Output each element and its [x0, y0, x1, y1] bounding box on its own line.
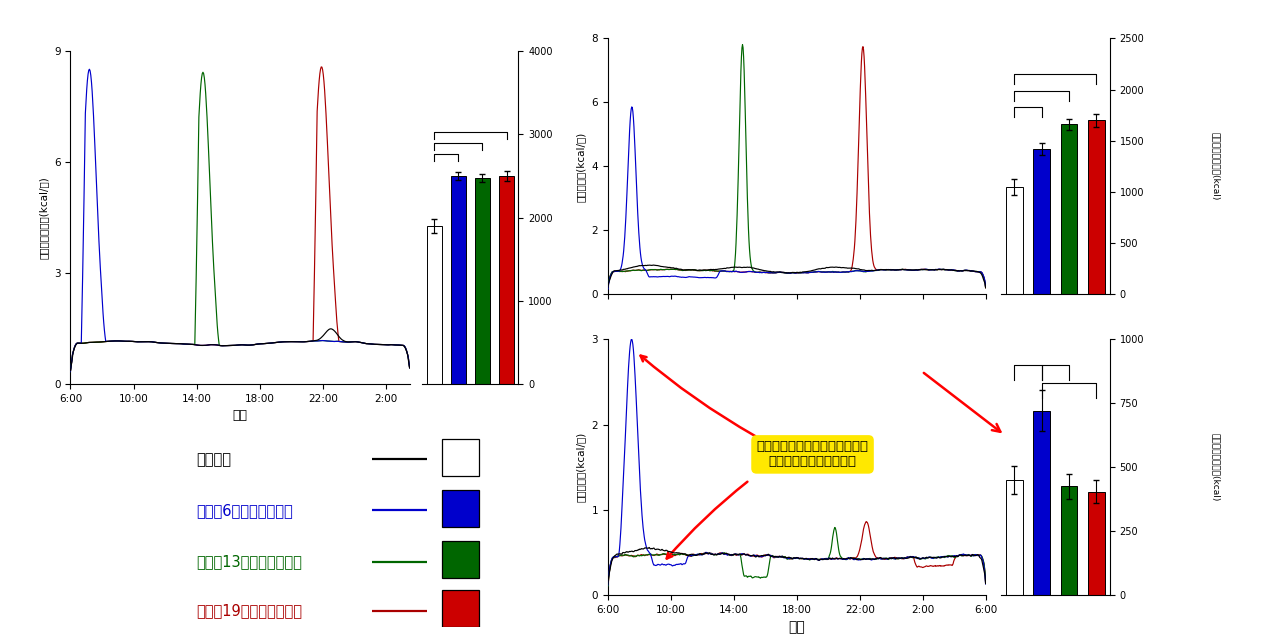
Y-axis label: 糖質の燃焼の総量(kcal): 糖質の燃焼の総量(kcal)	[1212, 132, 1221, 200]
Y-axis label: 脂肪の燃焼(kcal/分): 脂肪の燃焼(kcal/分)	[576, 432, 586, 502]
Y-axis label: エネルギー消費(kcal/分): エネルギー消費(kcal/分)	[38, 176, 49, 259]
Text: 朝食前の有酸素運動（青線）は
糖質より脂肪を燃焼する: 朝食前の有酸素運動（青線）は 糖質より脂肪を燃焼する	[756, 440, 869, 468]
Bar	[499, 176, 515, 384]
Text: 昼食後13時に有酸素運動: 昼食後13時に有酸素運動	[196, 554, 302, 569]
Bar	[1088, 492, 1105, 595]
Bar	[443, 439, 479, 476]
Bar	[443, 490, 479, 527]
Bar	[443, 541, 479, 578]
X-axis label: 時刻: 時刻	[788, 620, 805, 634]
Y-axis label: エネルギー消費の総量(kcal): エネルギー消費の総量(kcal)	[620, 178, 630, 257]
Bar	[1088, 120, 1105, 294]
Bar	[1061, 124, 1078, 294]
Bar	[1006, 187, 1023, 294]
Bar	[451, 176, 466, 384]
Text: 運動なし: 運動なし	[196, 452, 230, 467]
Bar	[426, 226, 442, 384]
Bar	[475, 178, 490, 384]
Bar	[1006, 480, 1023, 595]
Bar	[443, 590, 479, 627]
Y-axis label: 糖質の燃焼(kcal/分): 糖質の燃焼(kcal/分)	[576, 131, 586, 202]
Text: 夕食後19時に有酸素運動: 夕食後19時に有酸素運動	[196, 604, 302, 618]
X-axis label: 時刻: 時刻	[233, 409, 247, 422]
Bar	[1033, 411, 1050, 595]
Text: 朝食前6時に有酸素運動: 朝食前6時に有酸素運動	[196, 503, 293, 518]
Bar	[1061, 486, 1078, 595]
Bar	[1033, 149, 1050, 294]
Y-axis label: 脂肪の燃焼の総量(kcal): 脂肪の燃焼の総量(kcal)	[1211, 433, 1220, 501]
